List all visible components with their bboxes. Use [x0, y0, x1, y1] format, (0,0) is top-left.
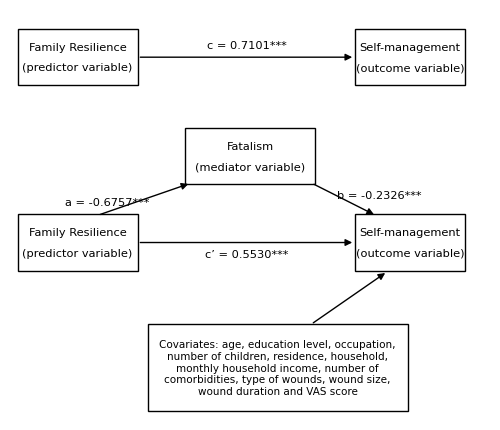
Text: (outcome variable): (outcome variable) [356, 63, 464, 73]
Bar [148, 325, 408, 411]
Bar [18, 30, 138, 86]
Text: Self-management: Self-management [360, 43, 460, 53]
Text: Covariates: age, education level, occupation,
number of children, residence, hou: Covariates: age, education level, occupa… [159, 340, 396, 396]
Text: (predictor variable): (predictor variable) [22, 248, 132, 258]
Bar [355, 30, 465, 86]
Text: (outcome variable): (outcome variable) [356, 248, 464, 258]
Bar [185, 129, 315, 185]
Bar [355, 215, 465, 271]
Text: Self-management: Self-management [360, 228, 460, 238]
Text: Family Resilience: Family Resilience [28, 43, 126, 53]
Bar [18, 215, 138, 271]
Text: c = 0.7101***: c = 0.7101*** [206, 41, 286, 51]
Text: a = -0.6757***: a = -0.6757*** [66, 198, 150, 208]
Text: (predictor variable): (predictor variable) [22, 63, 132, 73]
Text: b = -0.2326***: b = -0.2326*** [337, 190, 421, 201]
Text: c’ = 0.5530***: c’ = 0.5530*** [205, 249, 288, 260]
Text: Fatalism: Fatalism [226, 142, 274, 152]
Text: Family Resilience: Family Resilience [28, 228, 126, 238]
Text: (mediator variable): (mediator variable) [195, 162, 305, 172]
